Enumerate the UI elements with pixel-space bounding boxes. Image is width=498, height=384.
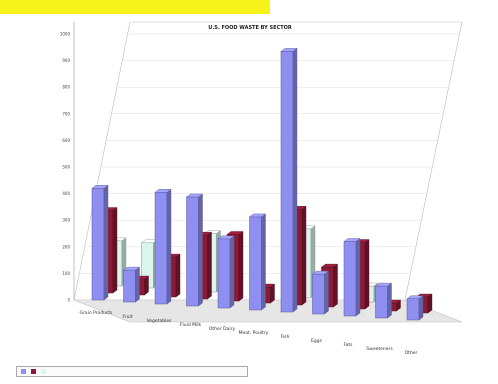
legend-item — [21, 369, 28, 374]
bar-1-other — [406, 295, 424, 321]
x-category-label: Other — [405, 350, 418, 356]
x-category-label: Sweeteners — [366, 346, 393, 352]
x-category-label: Fish — [281, 334, 290, 340]
y-tick-label: 400 — [62, 191, 70, 196]
back-wall — [73, 21, 463, 301]
legend-swatch — [21, 369, 26, 374]
y-tick-label: 300 — [62, 218, 70, 223]
x-category-label: Fruit — [123, 314, 133, 320]
y-axis-ticks: 0 100 200 300 400 500 600 700 800 900 1000 — [60, 32, 71, 303]
x-category-label: Other Dairy — [209, 326, 236, 332]
bar-1-vegetables — [154, 188, 172, 305]
y-tick-label: 700 — [62, 111, 70, 116]
legend — [16, 366, 248, 377]
bar-1-grain-products — [91, 184, 109, 301]
y-tick-label: 200 — [62, 244, 70, 249]
bar-1-fruit — [122, 266, 141, 303]
bar-1-fluid-milk — [185, 193, 204, 307]
x-category-label: Fluid Milk — [180, 322, 202, 328]
y-tick-label: 900 — [62, 58, 70, 63]
bars — [91, 47, 433, 321]
chart-title: U.S. FOOD WASTE BY SECTOR — [208, 25, 292, 31]
legend-item — [41, 369, 48, 374]
bar-1-fish — [280, 47, 298, 313]
y-tick-label: 500 — [62, 165, 70, 170]
x-axis-labels: Grain Products Fruit Vegetables Fluid Milk O… — [79, 310, 417, 356]
title-highlight — [0, 0, 270, 14]
legend-swatch — [41, 369, 46, 374]
bar-1-sweeteners — [374, 282, 393, 319]
y-tick-label: 1000 — [60, 32, 71, 37]
y-tick-label: 800 — [62, 85, 70, 90]
y-tick-label: 600 — [62, 138, 70, 143]
x-category-label: Meat, Poultry — [239, 330, 269, 336]
bar-1-fats — [343, 238, 361, 317]
y-tick-label: 100 — [62, 271, 70, 276]
legend-swatch — [31, 369, 36, 374]
x-category-label: Fats — [343, 342, 353, 348]
x-category-label: Eggs — [311, 338, 323, 344]
y-tick-label: 0 — [67, 298, 70, 303]
bar-1-eggs — [311, 270, 330, 315]
x-category-label: Grain Products — [79, 310, 113, 316]
legend-item — [31, 369, 38, 374]
x-category-label: Vegetables — [147, 318, 173, 324]
bar-1-meat-poultry — [248, 213, 267, 311]
bar-1-other-dairy — [217, 235, 235, 309]
